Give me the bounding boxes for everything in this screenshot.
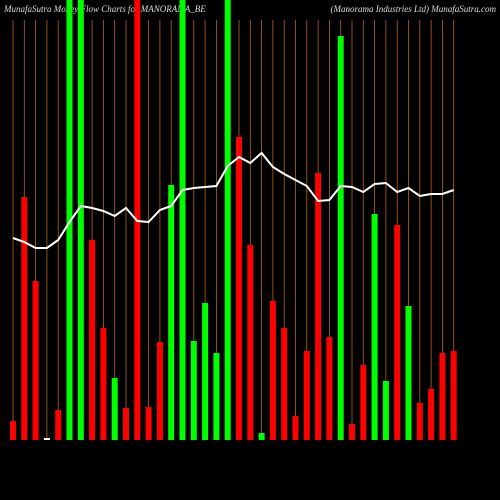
bar (315, 173, 322, 440)
bar (224, 0, 231, 440)
bar (202, 303, 209, 440)
bar (156, 342, 163, 440)
bar (100, 328, 107, 440)
bar (111, 378, 118, 440)
bar (89, 240, 96, 440)
bar (21, 197, 28, 440)
bar (439, 353, 446, 440)
chart-title: MunafaSutra Money Flow Charts for MANORA… (3, 4, 206, 14)
bar (43, 438, 50, 440)
bar (382, 381, 389, 440)
chart-subtitle: (Manorama Industries Ltd) MunafaSutra.co… (331, 4, 497, 14)
bar (371, 214, 378, 440)
bar (405, 306, 412, 440)
bar (394, 225, 401, 440)
bar (450, 351, 457, 440)
bar (213, 353, 220, 440)
bar (66, 0, 73, 440)
bar (190, 341, 197, 440)
bar (281, 328, 288, 440)
bar (236, 137, 242, 440)
bar (269, 301, 276, 440)
bar (32, 281, 39, 440)
bar (247, 245, 254, 440)
bar (292, 416, 299, 440)
bar (349, 424, 355, 440)
bar (145, 407, 152, 440)
bar (303, 351, 310, 440)
money-flow-line (12, 151, 455, 249)
bar (179, 0, 186, 440)
bar (123, 408, 129, 440)
bar (428, 389, 435, 440)
bar (258, 433, 265, 440)
bar (10, 421, 16, 440)
bar (337, 36, 344, 440)
bar (416, 403, 423, 440)
bar (326, 337, 333, 440)
bar (168, 185, 175, 440)
bar (360, 365, 367, 440)
bar (55, 410, 62, 440)
bar (77, 0, 84, 440)
